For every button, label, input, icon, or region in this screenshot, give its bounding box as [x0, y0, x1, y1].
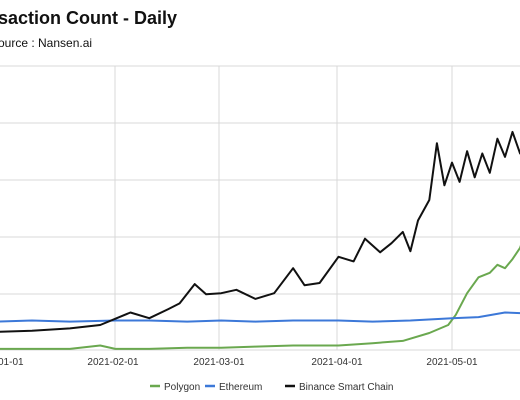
series-lines [0, 130, 520, 350]
chart-subtitle: ource : Nansen.ai [0, 36, 92, 50]
x-axis-ticks: 01-01 2021-02-01 2021-03-01 2021-04-01 2021-… [0, 357, 478, 368]
gridlines [0, 65, 520, 351]
legend: Polygon Ethereum Binance Smart Chain [150, 382, 394, 393]
series-line-ethereum [0, 311, 520, 323]
series-line-binance-smart-chain [0, 130, 520, 333]
legend-label: Polygon [164, 382, 200, 393]
legend-label: Binance Smart Chain [299, 382, 394, 393]
x-tick-label: 2021-04-01 [311, 357, 363, 368]
legend-label: Ethereum [219, 382, 262, 393]
x-tick-label: 2021-03-01 [193, 357, 245, 368]
x-tick-label: 01-01 [0, 357, 24, 368]
x-tick-label: 2021-02-01 [87, 357, 139, 368]
chart-title: saction Count - Daily [0, 8, 177, 28]
x-tick-label: 2021-05-01 [426, 357, 478, 368]
series-line-polygon [0, 244, 520, 350]
